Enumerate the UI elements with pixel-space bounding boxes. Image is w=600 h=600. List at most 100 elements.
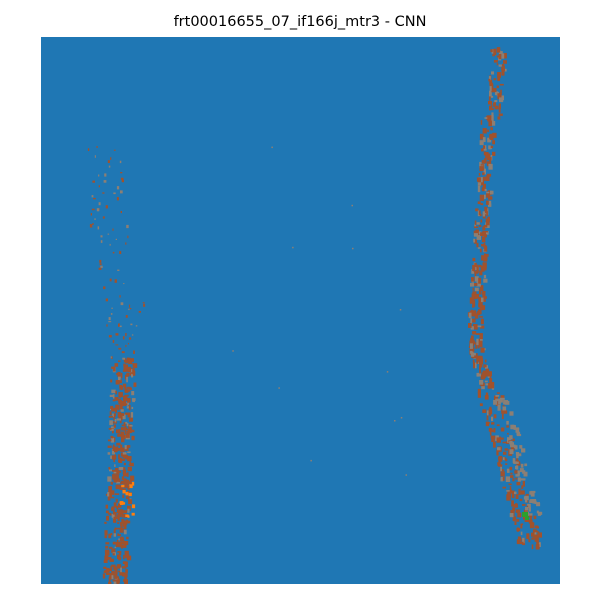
pixel-speckle (120, 302, 124, 306)
pixel-speckle (125, 333, 127, 337)
pixel-speckle (479, 166, 484, 172)
pixel-speckle (133, 350, 135, 354)
pixel-speckle (493, 428, 496, 433)
pixel-speckle (116, 476, 119, 482)
pixel-speckle (478, 297, 481, 300)
pixel-speckle (106, 324, 108, 327)
pixel-speckle (487, 115, 492, 122)
pixel-speckle (127, 451, 131, 454)
pixel-speckle (480, 347, 485, 353)
pixel-speckle (479, 333, 483, 340)
pixel-speckle (480, 203, 484, 206)
pixel-speckle (481, 255, 485, 261)
pixel-speckle (121, 480, 124, 484)
pixel-speckle (117, 551, 122, 553)
pixel-speckle (498, 103, 501, 109)
pixel-speckle (478, 355, 483, 360)
pixel-speckle (488, 78, 491, 82)
pixel-speckle (483, 158, 487, 164)
pixel-speckle (104, 530, 108, 536)
pixel-speckle (110, 490, 114, 494)
pixel-speckle (124, 389, 129, 393)
pixel-speckle (502, 64, 505, 66)
pixel-speckle (116, 509, 122, 514)
pixel-speckle (91, 195, 94, 198)
pixel-speckle (484, 253, 489, 257)
pixel-speckle (491, 416, 494, 422)
pixel-speckle (112, 413, 114, 417)
pixel-speckle (478, 340, 483, 348)
pixel-speckle (394, 420, 396, 422)
pixel-speckle (484, 359, 487, 363)
pixel-speckle (119, 527, 124, 533)
pixel-speckle (122, 566, 127, 569)
pixel-speckle (128, 427, 132, 434)
pixel-speckle (479, 161, 482, 168)
pixel-speckle (476, 372, 480, 377)
pixel-speckle (131, 504, 136, 509)
pixel-speckle (108, 578, 111, 583)
pixel-speckle (476, 353, 478, 356)
pixel-speckle (143, 303, 146, 307)
pixel-speckle (126, 376, 128, 383)
pixel-speckle (477, 201, 481, 204)
pixel-speckle (506, 425, 510, 428)
pixel-speckle (495, 395, 500, 397)
pixel-speckle (107, 445, 112, 448)
pixel-speckle (474, 271, 479, 274)
pixel-speckle (534, 534, 538, 537)
pixel-speckle (105, 298, 108, 302)
pixel-speckle (112, 509, 115, 515)
pixel-speckle (103, 286, 106, 290)
pixel-speckle (529, 523, 535, 529)
pixel-speckle (482, 211, 485, 217)
pixel-speckle (124, 430, 127, 434)
pixel-speckle (475, 270, 479, 273)
pixel-speckle (506, 494, 511, 501)
pixel-speckle (522, 504, 526, 506)
pixel-speckle (508, 483, 512, 486)
pixel-speckle (278, 387, 280, 389)
pixel-speckle (495, 398, 501, 402)
pixel-speckle (515, 427, 520, 433)
pixel-speckle (472, 291, 477, 297)
pixel-speckle (482, 230, 486, 236)
pixel-speckle (516, 454, 519, 459)
pixel-speckle (501, 66, 505, 70)
pixel-speckle (118, 478, 121, 482)
pixel-speckle (113, 416, 116, 420)
pixel-speckle (481, 236, 486, 243)
pixel-speckle (489, 378, 493, 383)
pixel-speckle (98, 267, 102, 270)
pixel-speckle (473, 233, 478, 237)
pixel-speckle (123, 422, 126, 426)
pixel-speckle (128, 337, 132, 340)
pixel-speckle (522, 512, 528, 517)
pixel-speckle (496, 63, 499, 66)
pixel-speckle (116, 564, 122, 569)
pixel-speckle (130, 479, 132, 485)
pixel-speckle (527, 513, 533, 516)
pixel-speckle (115, 484, 120, 490)
pixel-speckle (116, 499, 118, 503)
pixel-speckle (116, 418, 121, 421)
pixel-speckle (118, 534, 121, 536)
pixel-speckle (126, 496, 129, 499)
pixel-speckle (491, 121, 496, 126)
pixel-speckle (111, 507, 115, 511)
pixel-speckle (110, 379, 113, 383)
pixel-speckle (124, 541, 129, 546)
pixel-speckle (109, 574, 113, 580)
pixel-speckle (486, 191, 490, 198)
pixel-speckle (113, 516, 118, 519)
pixel-speckle (132, 363, 135, 366)
pixel-speckle (473, 324, 478, 330)
pixel-speckle (485, 392, 489, 396)
pixel-speckle (486, 211, 488, 216)
pixel-speckle (111, 574, 114, 580)
pixel-speckle (484, 395, 489, 400)
pixel-speckle (123, 364, 128, 370)
pixel-speckle (114, 512, 117, 517)
pixel-speckle (123, 462, 126, 466)
pixel-speckle (489, 410, 491, 417)
